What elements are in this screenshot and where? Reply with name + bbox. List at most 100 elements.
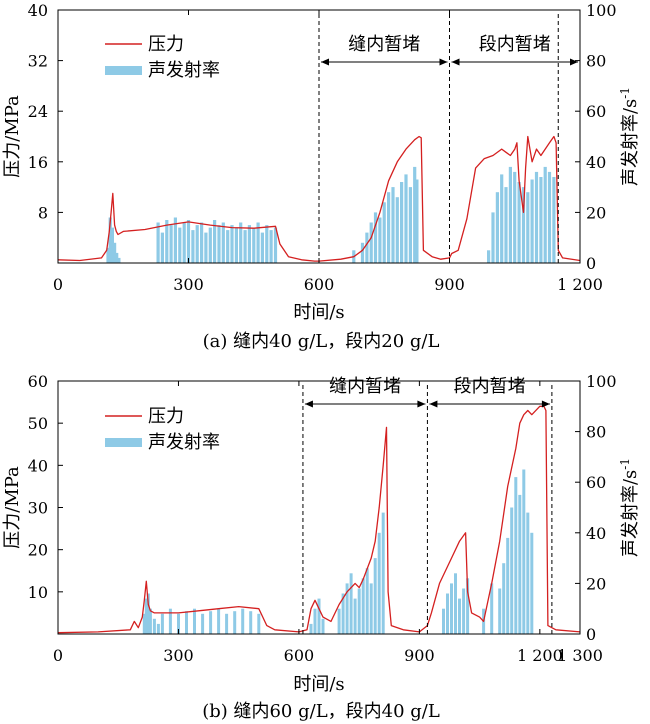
ae-bar: [442, 608, 445, 634]
ae-bar: [387, 192, 391, 263]
ae-bar: [526, 512, 530, 634]
ae-bar: [108, 217, 112, 263]
ae-bar: [160, 613, 164, 634]
y-left-tick-label: 32: [28, 52, 48, 71]
ae-bar: [317, 598, 321, 634]
stage-arrowhead: [541, 400, 550, 408]
ae-bar: [530, 532, 534, 634]
ae-bar: [349, 573, 353, 634]
ae-bar: [243, 230, 247, 263]
ae-bar: [148, 608, 152, 634]
legend-label-ae: 声发射率: [148, 60, 220, 81]
y-right-label: 声发射率/s-1: [618, 458, 641, 557]
ae-bar: [169, 225, 173, 263]
ae-bar: [514, 477, 518, 634]
ae-bar: [510, 507, 514, 634]
ae-bar: [208, 227, 212, 263]
legend-label-pressure: 压力: [148, 406, 184, 427]
y-right-tick-label: 20: [586, 203, 606, 222]
ae-bar: [110, 227, 114, 263]
ae-bar: [500, 174, 504, 263]
plot-frame: [57, 380, 581, 635]
ae-bar: [400, 182, 404, 263]
ae-bar: [239, 222, 243, 263]
ae-bar: [106, 247, 110, 263]
ae-bar: [518, 494, 522, 634]
y-right-label-main: 声发射率/s: [620, 99, 641, 186]
ae-bar: [450, 583, 453, 634]
ae-bar: [495, 192, 499, 263]
ae-bar: [185, 611, 188, 634]
ae-bar: [391, 187, 395, 263]
ae-bar: [113, 242, 117, 263]
y-left-label: 压力/MPa: [2, 466, 23, 549]
ae-bar: [454, 573, 457, 634]
ae-bar: [504, 187, 508, 263]
chart-a: 0 300 600 900 1 200 8 16 24 32 40 0 20 40 60 80 100 缝内暂堵…: [2, 1, 641, 352]
y-right-tick-label: 0: [586, 254, 596, 273]
legend-swatch-ae: [105, 438, 142, 447]
y-right-tick-label: 40: [586, 524, 606, 543]
ae-bar: [156, 222, 160, 263]
ae-bar: [466, 578, 470, 634]
ae-bar: [365, 568, 369, 634]
stage-label: 段内暂堵: [479, 34, 551, 55]
ae-bar: [221, 222, 225, 263]
ae-bar: [381, 512, 385, 634]
ae-bar: [526, 192, 530, 263]
x-axis-label: 时间/s: [293, 302, 344, 323]
y-right-tick-label: 40: [586, 153, 606, 172]
pressure-line: [57, 405, 581, 634]
ae-bar: [361, 578, 365, 634]
x-tick-label: 300: [163, 646, 194, 665]
ae-bar: [395, 197, 399, 263]
stage-label: 段内暂堵: [454, 376, 526, 397]
ae-bar: [117, 257, 121, 263]
ae-bar: [522, 469, 526, 634]
ae-bar: [458, 598, 461, 634]
ae-bar: [160, 232, 164, 263]
ae-bar: [213, 220, 217, 263]
ae-bar: [341, 593, 345, 634]
figure-caption: (b) 缝内60 g/L，段内40 g/L: [202, 701, 440, 722]
x-tick-label: 0: [53, 646, 63, 665]
y-left-label: 压力/MPa: [2, 95, 23, 178]
ae-bar: [186, 220, 191, 263]
ae-bar: [273, 227, 278, 263]
y-left-tick-label: 40: [28, 456, 48, 475]
y-right-label-sup: -1: [618, 458, 632, 470]
ae-bar: [265, 225, 269, 263]
ae-bar: [173, 217, 177, 263]
ae-bar: [191, 230, 195, 263]
ae-bar: [365, 232, 369, 263]
ae-bar: [547, 171, 552, 263]
ae-bar: [260, 232, 264, 263]
y-left-tick-label: 50: [28, 414, 48, 433]
ae-bar: [506, 537, 510, 634]
ae-bar: [353, 598, 357, 634]
ae-bar: [241, 608, 245, 634]
ae-bar: [168, 608, 172, 634]
y-left-tick-label: 20: [28, 541, 48, 560]
ae-bar: [369, 583, 373, 634]
pressure-line: [57, 135, 581, 262]
ae-bar: [201, 613, 205, 634]
stage-arrowhead: [321, 58, 329, 66]
ae-bar: [530, 179, 534, 263]
ae-bar: [543, 166, 547, 263]
ae-bar: [230, 225, 234, 263]
ae-bar: [446, 593, 449, 634]
x-tick-label: 1 300: [557, 646, 603, 665]
y-right-tick-label: 80: [586, 52, 606, 71]
ae-bar: [491, 212, 495, 263]
ae-bar: [513, 171, 517, 263]
ae-bar: [309, 623, 313, 634]
y-right-tick-label: 0: [586, 625, 596, 644]
ae-bar: [462, 588, 466, 634]
y-right-tick-label: 60: [586, 102, 606, 121]
ae-bar: [357, 588, 361, 634]
ae-bar: [552, 177, 556, 263]
ae-bar: [313, 608, 317, 634]
ae-bar: [360, 242, 365, 263]
ae-bar: [498, 588, 502, 634]
